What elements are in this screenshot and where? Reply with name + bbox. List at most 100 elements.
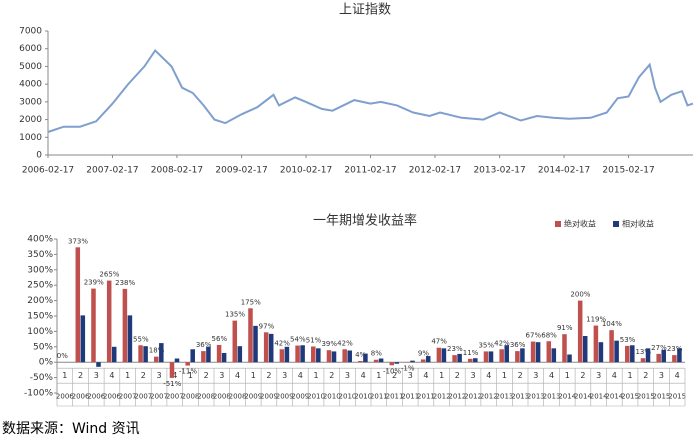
bar: [410, 360, 415, 363]
value-label: 135%: [225, 311, 245, 319]
x-tick-label: 2: [141, 371, 146, 380]
bar: [661, 349, 666, 363]
bar: [316, 348, 321, 363]
bar: [504, 345, 509, 363]
bar: [530, 341, 536, 363]
bar: [441, 348, 447, 363]
y-tick-label: -50%: [30, 373, 54, 383]
x-tick-label: 2: [329, 371, 334, 380]
bar: [567, 354, 572, 363]
chart-title: 一年期增发收益率: [313, 213, 417, 229]
x-tick-label: 4: [298, 371, 303, 380]
value-label: 23%: [447, 345, 463, 353]
x-group-label: 2012: [464, 393, 482, 401]
bar: [96, 362, 101, 367]
bar: [488, 351, 494, 363]
value-label: 91%: [557, 324, 573, 332]
bar: [206, 346, 211, 363]
bar: [174, 358, 180, 363]
bar: [483, 351, 489, 363]
x-tick-label: 4: [549, 371, 554, 380]
y-tick-label: 4000: [19, 80, 42, 90]
x-group-label: 2014: [605, 393, 623, 401]
x-group-label: 2013: [527, 393, 545, 401]
x-tick-label: 4: [612, 371, 617, 380]
x-group-label: 2009: [276, 393, 294, 401]
y-tick-label: 3000: [19, 97, 42, 107]
x-tick-label: 3: [219, 371, 224, 380]
value-label: 13%: [635, 348, 651, 356]
bar: [457, 353, 462, 363]
value-label: 18%: [149, 347, 165, 355]
x-group-label: 2006: [56, 393, 74, 401]
legend-swatch: [613, 221, 619, 227]
bar: [80, 315, 86, 363]
x-tick-label: 4: [235, 371, 240, 380]
x-tick-label: 4: [172, 371, 177, 380]
bar: [625, 345, 630, 363]
value-label: 238%: [115, 279, 135, 287]
bar: [394, 362, 400, 364]
bar: [645, 348, 651, 363]
bar: [363, 353, 368, 363]
x-tick-label: 2012-02-17: [409, 166, 461, 176]
x-tick-label: 3: [659, 371, 664, 380]
bar: [295, 345, 300, 363]
x-tick-label: 4: [486, 371, 491, 380]
y-tick-label: 2000: [19, 115, 42, 125]
x-tick-label: 1: [439, 371, 444, 380]
x-group-label: 2015: [637, 393, 655, 401]
y-tick-label: 200%: [27, 296, 53, 306]
x-group-label: 2008: [213, 393, 231, 401]
x-tick-label: 4: [423, 371, 428, 380]
bar: [91, 288, 96, 363]
x-group-label: 2008: [197, 393, 215, 401]
x-tick-label: 2: [78, 371, 83, 380]
x-group-label: 2006: [72, 393, 90, 401]
x-group-label: 2011: [370, 393, 388, 401]
bar: [248, 308, 253, 363]
value-label: 119%: [586, 316, 606, 324]
y-tick-label: -100%: [24, 389, 53, 399]
value-label: 27%: [651, 344, 667, 352]
x-group-label: 2007: [166, 393, 184, 401]
x-tick-label: 2: [518, 371, 523, 380]
x-group-label: 2009: [291, 393, 309, 401]
x-group-label: 2008: [229, 393, 247, 401]
value-label: 8%: [371, 350, 382, 358]
x-tick-label: 2: [204, 371, 209, 380]
y-tick-label: 0: [36, 151, 42, 161]
x-group-label: 2007: [134, 393, 152, 401]
x-group-label: 2012: [433, 393, 451, 401]
bar: [154, 356, 159, 363]
bar: [331, 351, 337, 363]
x-group-label: 2008: [182, 393, 200, 401]
x-group-label: 2015: [653, 393, 671, 401]
value-label: 56%: [212, 335, 228, 343]
bar: [436, 347, 442, 363]
value-label: 0%: [57, 352, 68, 360]
source-note: 数据来源：Wind 资讯: [2, 421, 140, 437]
value-label: -11%: [179, 368, 197, 376]
bar: [609, 330, 614, 363]
bar: [468, 358, 473, 363]
bar: [75, 247, 81, 363]
x-tick-label: 1: [314, 371, 319, 380]
value-label: 36%: [510, 341, 526, 349]
x-tick-label: 1: [251, 371, 256, 380]
value-label: 42%: [337, 339, 353, 347]
x-tick-label: 4: [361, 371, 366, 380]
bar: [169, 362, 175, 378]
bar: [279, 349, 285, 363]
x-tick-label: 2: [580, 371, 585, 380]
y-tick-label: 50%: [33, 342, 53, 352]
x-group-label: 2013: [543, 393, 561, 401]
bar: [358, 360, 363, 363]
bar: [499, 349, 504, 363]
value-label: 239%: [84, 279, 104, 287]
chart-title: 上证指数: [339, 3, 391, 18]
bar: [420, 359, 426, 363]
x-group-label: 2011: [386, 393, 404, 401]
y-tick-label: 150%: [27, 312, 53, 322]
bar: [284, 346, 290, 363]
